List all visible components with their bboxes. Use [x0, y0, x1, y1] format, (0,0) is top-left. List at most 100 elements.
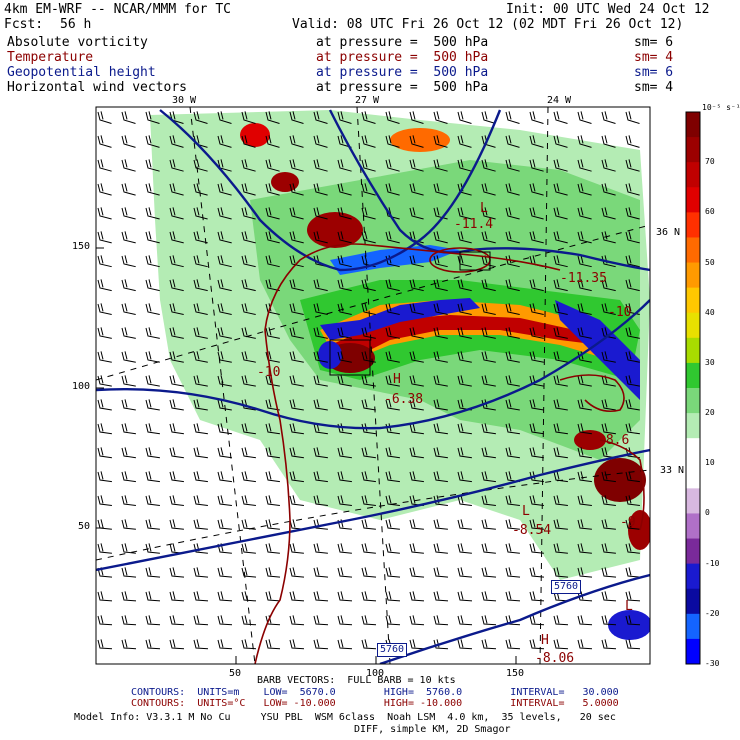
wind-barb — [409, 327, 424, 339]
wind-barb — [625, 423, 640, 435]
wind-barb — [577, 567, 593, 578]
wind-barb — [313, 135, 328, 148]
wind-barb — [481, 303, 496, 315]
wind-barb — [265, 327, 280, 339]
wind-barb — [145, 471, 160, 483]
wind-barb — [505, 183, 520, 196]
wind-barb — [121, 567, 137, 578]
height-contour-info: CONTOURS: UNITS=m LOW= 5670.0 HIGH= 5760… — [131, 687, 619, 698]
wind-barb — [625, 567, 641, 578]
wind-barb — [457, 567, 473, 578]
wind-barb — [145, 159, 160, 172]
wind-barb — [577, 471, 592, 483]
wind-barb — [337, 591, 353, 602]
vorticity-max-nw — [271, 172, 299, 192]
wind-barb — [481, 231, 496, 244]
wind-barb — [217, 351, 232, 363]
wind-barb — [481, 471, 496, 483]
wind-barb — [529, 399, 544, 411]
wind-barb — [601, 135, 616, 148]
colorbar-swatch — [686, 262, 700, 289]
wind-barb — [313, 567, 329, 578]
wind-barb — [625, 615, 641, 626]
vorticity-max-east — [574, 430, 606, 450]
wind-barb — [481, 111, 496, 124]
colorbar-border — [685, 111, 701, 665]
height-contours — [96, 109, 650, 664]
wind-barb — [625, 111, 640, 124]
wind-barb — [577, 423, 592, 435]
wind-barb — [601, 543, 616, 554]
wind-barb — [601, 351, 616, 363]
wind-barb — [193, 591, 209, 602]
wind-barb — [337, 231, 352, 244]
field-sm-vorticity: sm= 6 — [634, 35, 674, 50]
wind-barb — [433, 543, 448, 554]
wind-barb — [289, 351, 304, 363]
wind-barb — [433, 639, 449, 650]
wind-barb — [481, 375, 496, 387]
temperature-contour-info: CONTOURS: UNITS=°C LOW= -10.000 HIGH= -1… — [131, 698, 619, 709]
wind-barb — [241, 327, 256, 339]
wind-barb — [577, 639, 593, 650]
wind-barb — [337, 207, 352, 220]
wind-barb — [385, 231, 400, 244]
wind-barb — [529, 351, 544, 363]
wind-barb — [169, 447, 184, 459]
wind-barb — [625, 495, 640, 506]
wind-barb — [241, 183, 256, 196]
wind-barb — [433, 567, 449, 578]
wind-barb — [505, 423, 520, 435]
wind-barb — [193, 375, 208, 387]
wind-barb — [121, 135, 136, 148]
wind-barb — [601, 183, 616, 196]
wind-barb — [433, 279, 448, 292]
field-level-temperature: at pressure = 500 hPa — [316, 50, 489, 65]
wind-barb — [241, 351, 256, 363]
wind-barb — [193, 207, 208, 220]
wind-barb — [313, 615, 329, 626]
wind-barb — [241, 639, 257, 650]
wind-barb — [361, 183, 376, 196]
wind-barb — [433, 207, 448, 220]
wind-barb — [169, 375, 184, 387]
temp-label-4: -10 — [608, 305, 632, 320]
wind-barb — [217, 231, 232, 244]
meridian-24w — [539, 107, 549, 664]
wind-barb — [601, 327, 616, 339]
colorbar-swatch — [686, 137, 700, 163]
wind-barb — [241, 231, 256, 244]
wind-barb — [409, 351, 424, 363]
wind-barb — [217, 255, 232, 268]
wind-barb — [169, 135, 184, 148]
wind-barb — [433, 423, 448, 435]
wind-barb — [361, 375, 376, 387]
wind-barb — [601, 111, 616, 124]
wind-barb — [553, 183, 568, 196]
wind-barb — [553, 327, 568, 339]
colorbar-label: -30 — [705, 659, 720, 668]
wind-barb — [337, 447, 352, 459]
wind-barb — [313, 447, 328, 459]
vorticity-max-north — [307, 212, 363, 248]
wind-barb — [409, 255, 424, 268]
wind-barb — [337, 567, 353, 578]
wind-barb — [145, 519, 160, 530]
wind-barb — [577, 183, 592, 196]
wind-barb — [97, 399, 112, 411]
wind-barb — [457, 159, 472, 172]
wind-barb — [361, 231, 376, 244]
wind-barb — [121, 183, 136, 196]
wind-barb — [433, 159, 448, 172]
wind-barb — [217, 447, 232, 459]
wind-barb — [577, 279, 592, 292]
wind-barb — [529, 111, 544, 124]
wind-barb — [169, 303, 184, 315]
wind-barb — [289, 399, 304, 411]
wind-barb — [385, 135, 400, 148]
wind-barb — [193, 567, 209, 578]
wind-barb — [193, 495, 208, 506]
wind-barb — [313, 111, 328, 124]
wind-barb — [241, 111, 256, 124]
wind-barb — [625, 639, 641, 650]
